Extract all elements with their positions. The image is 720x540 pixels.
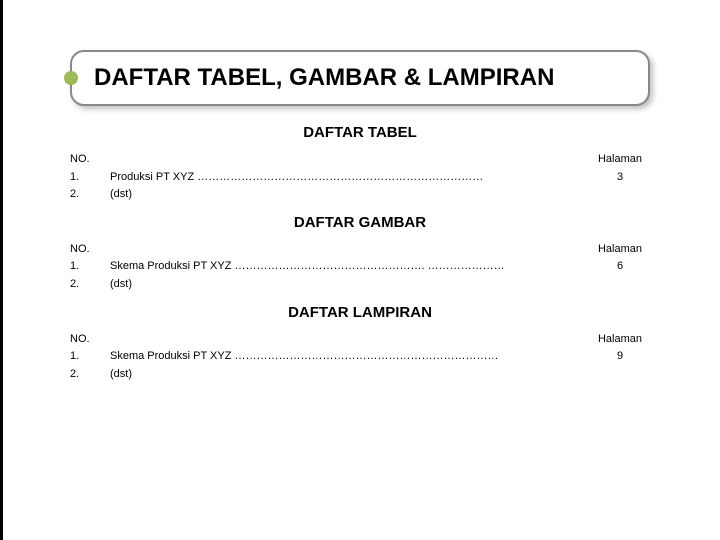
- row-page: 3: [590, 169, 650, 187]
- section-lampiran: DAFTAR LAMPIRAN NO. Halaman 1. Skema Pro…: [70, 304, 650, 384]
- heading-lampiran: DAFTAR LAMPIRAN: [70, 304, 650, 321]
- listing-tabel: NO. Halaman 1. Produksi PT XYZ …………………………: [70, 151, 650, 204]
- col-header-no: NO.: [70, 331, 110, 349]
- slide: DAFTAR TABEL, GAMBAR & LAMPIRAN DAFTAR T…: [0, 0, 720, 540]
- row-no: 1.: [70, 348, 110, 366]
- col-header-desc: [110, 151, 590, 169]
- row-desc: Produksi PT XYZ …………………………………………………………………: [110, 169, 590, 187]
- row-page: 9: [590, 348, 650, 366]
- col-header-desc: [110, 241, 590, 259]
- col-header-desc: [110, 331, 590, 349]
- row-desc: (dst): [110, 186, 590, 204]
- row-desc: (dst): [110, 366, 590, 384]
- page-title: DAFTAR TABEL, GAMBAR & LAMPIRAN: [94, 64, 626, 92]
- col-header-no: NO.: [70, 241, 110, 259]
- title-block: DAFTAR TABEL, GAMBAR & LAMPIRAN: [70, 50, 650, 106]
- col-header-page: Halaman: [590, 241, 650, 259]
- row-page: [590, 366, 650, 384]
- listing-lampiran: NO. Halaman 1. Skema Produksi PT XYZ …………: [70, 331, 650, 384]
- col-header-page: Halaman: [590, 331, 650, 349]
- row-desc: Skema Produksi PT XYZ …………………………………………….…: [110, 258, 590, 276]
- row-page: [590, 186, 650, 204]
- row-page: [590, 276, 650, 294]
- section-tabel: DAFTAR TABEL NO. Halaman 1. Produksi PT …: [70, 124, 650, 204]
- listing-gambar: NO. Halaman 1. Skema Produksi PT XYZ …………: [70, 241, 650, 294]
- col-header-page: Halaman: [590, 151, 650, 169]
- row-desc: Skema Produksi PT XYZ …………………………………………………: [110, 348, 590, 366]
- row-no: 1.: [70, 169, 110, 187]
- row-desc: (dst): [110, 276, 590, 294]
- section-gambar: DAFTAR GAMBAR NO. Halaman 1. Skema Produ…: [70, 214, 650, 294]
- row-no: 2.: [70, 276, 110, 294]
- bullet-dot-icon: [64, 71, 78, 85]
- row-page: 6: [590, 258, 650, 276]
- heading-tabel: DAFTAR TABEL: [70, 124, 650, 141]
- row-no: 2.: [70, 186, 110, 204]
- row-no: 2.: [70, 366, 110, 384]
- heading-gambar: DAFTAR GAMBAR: [70, 214, 650, 231]
- col-header-no: NO.: [70, 151, 110, 169]
- row-no: 1.: [70, 258, 110, 276]
